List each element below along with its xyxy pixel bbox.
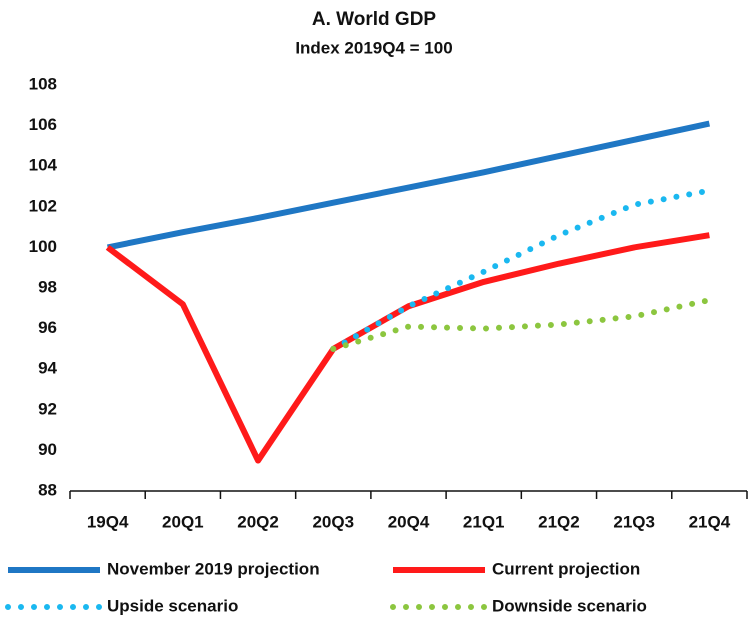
y-tick-label: 108	[29, 74, 57, 93]
chart-subtitle: Index 2019Q4 = 100	[295, 38, 452, 57]
x-tick-label: 20Q2	[237, 512, 279, 531]
y-tick-label: 96	[38, 318, 57, 337]
x-tick-label: 20Q1	[162, 512, 204, 531]
x-tick-label: 21Q3	[613, 512, 655, 531]
y-tick-label: 94	[38, 359, 57, 378]
chart-title: A. World GDP	[312, 9, 437, 30]
x-tick-label: 21Q1	[463, 512, 505, 531]
y-tick-label: 88	[38, 480, 57, 499]
legend-label: Upside scenario	[107, 596, 238, 615]
series-line	[330, 297, 713, 352]
y-tick-label: 106	[29, 115, 57, 134]
series-line	[107, 120, 711, 251]
legend-label: Current projection	[492, 559, 640, 578]
y-tick-label: 92	[38, 399, 57, 418]
series-line	[105, 232, 710, 464]
x-tick-label: 21Q4	[689, 512, 731, 531]
x-tick-label: 20Q3	[312, 512, 354, 531]
y-tick-label: 102	[29, 196, 57, 215]
legend-label: Downside scenario	[492, 596, 647, 615]
y-tick-label: 104	[29, 156, 58, 175]
y-tick-label: 90	[38, 440, 57, 459]
x-tick-label: 21Q2	[538, 512, 580, 531]
y-tick-label: 100	[29, 237, 57, 256]
x-tick-label: 20Q4	[388, 512, 430, 531]
y-tick-label: 98	[38, 277, 57, 296]
x-tick-label: 19Q4	[87, 512, 129, 531]
legend-label: November 2019 projection	[107, 559, 320, 578]
